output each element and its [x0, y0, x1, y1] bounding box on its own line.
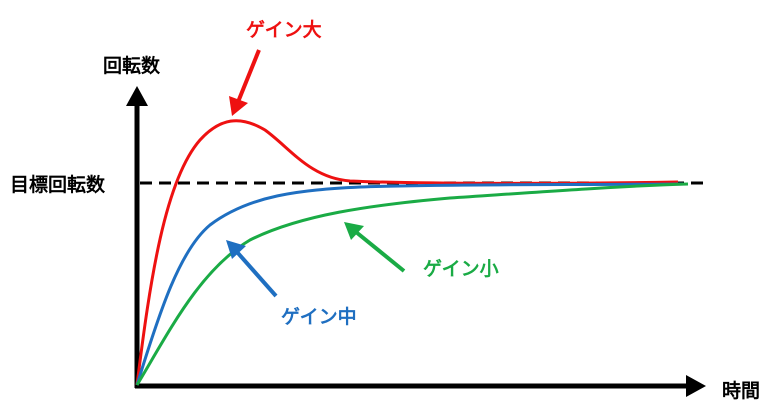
x-axis-label: 時間	[722, 380, 760, 402]
label-gain-high: ゲイン大	[246, 18, 322, 41]
arrow-gain-high	[229, 49, 261, 116]
arrow-gain-low	[344, 222, 406, 273]
target-label: 目標回転数	[10, 173, 106, 196]
curve-gain-high	[135, 119, 679, 386]
x-axis-arrowhead	[686, 375, 706, 397]
arrow-gain-mid	[226, 240, 278, 298]
y-axis-arrowhead	[126, 86, 148, 106]
y-axis-label: 回転数	[103, 54, 161, 77]
curve-gain-low	[135, 182, 689, 386]
curve-gain-mid	[135, 182, 684, 386]
label-gain-low: ゲイン小	[423, 258, 499, 280]
label-gain-mid: ゲイン中	[281, 305, 357, 328]
